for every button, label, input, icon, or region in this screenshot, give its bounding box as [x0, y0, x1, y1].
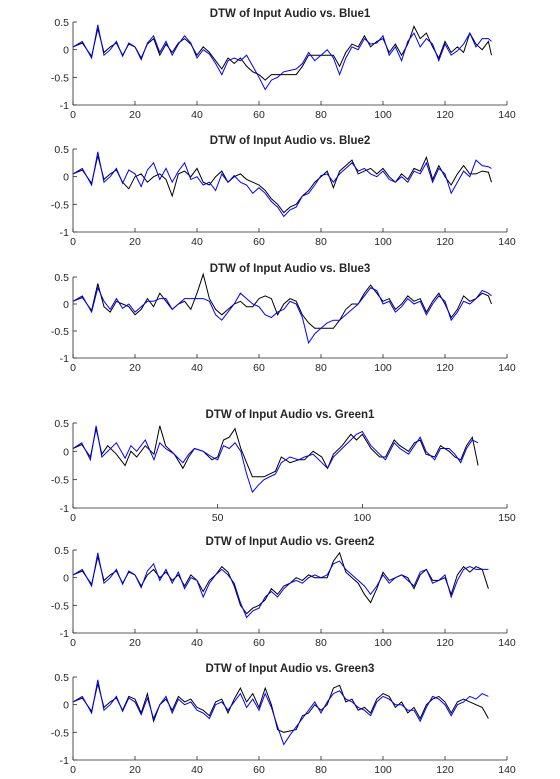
x-tick-label: 80 — [315, 764, 327, 776]
y-tick-label: 0.5 — [54, 272, 69, 284]
y-tick-label: -1 — [60, 755, 69, 767]
x-tick-label: 100 — [374, 637, 392, 649]
series-line-blue — [72, 151, 492, 218]
x-tick-label: 60 — [253, 637, 265, 649]
subplot-title: DTW of Input Audio vs. Blue2 — [210, 135, 371, 147]
series-line-blue — [72, 679, 489, 746]
y-tick-label: -1 — [60, 353, 69, 365]
series-line-black — [72, 683, 489, 733]
x-tick-label: 100 — [374, 236, 392, 248]
y-tick-label: 0.5 — [54, 672, 69, 684]
y-tick-label: 0 — [63, 172, 69, 184]
x-tick-label: 20 — [129, 109, 141, 121]
x-tick-label: 120 — [436, 637, 454, 649]
subplot-title: DTW of Input Audio vs. Green1 — [206, 409, 375, 421]
x-tick-label: 100 — [374, 764, 392, 776]
x-tick-label: 100 — [374, 109, 392, 121]
x-tick-label: 60 — [253, 764, 265, 776]
x-tick-label: 100 — [374, 362, 392, 374]
x-tick-label: 20 — [129, 637, 141, 649]
x-tick-label: 80 — [315, 236, 327, 248]
subplot-title: DTW of Input Audio vs. Blue1 — [210, 8, 371, 20]
x-tick-label: 140 — [498, 637, 516, 649]
y-tick-label: 0.5 — [54, 144, 69, 156]
series-line-blue — [72, 425, 479, 494]
x-tick-label: 0 — [70, 236, 76, 248]
y-tick-label: 0 — [63, 573, 69, 585]
subplot-title: DTW of Input Audio vs. Green3 — [206, 663, 375, 675]
y-tick-label: -0.5 — [51, 475, 69, 487]
series-line-black — [72, 425, 479, 478]
x-tick-label: 140 — [498, 109, 516, 121]
y-tick-label: -0.5 — [51, 727, 69, 739]
x-tick-label: 60 — [253, 109, 265, 121]
subplot-title: DTW of Input Audio vs. Blue3 — [210, 263, 371, 275]
y-tick-label: -0.5 — [51, 600, 69, 612]
y-tick-label: -1 — [60, 227, 69, 239]
y-tick-label: 0 — [63, 700, 69, 712]
series-line-black — [72, 272, 492, 329]
y-tick-label: 0 — [63, 299, 69, 311]
series-line-blue — [72, 24, 492, 91]
y-tick-label: 0 — [63, 446, 69, 458]
x-tick-label: 40 — [191, 362, 203, 374]
subplot-4: DTW of Input Audio vs. Green1 0 50 100 150 0.… — [51, 409, 516, 524]
x-tick-label: 60 — [253, 362, 265, 374]
x-tick-label: 50 — [212, 512, 224, 524]
x-tick-label: 60 — [253, 236, 265, 248]
series-line-black — [72, 551, 489, 615]
x-tick-label: 140 — [498, 764, 516, 776]
subplot-5: DTW of Input Audio vs. Green2 0 20 40 60 80 10… — [51, 536, 516, 649]
x-tick-label: 120 — [436, 109, 454, 121]
subplot-title: DTW of Input Audio vs. Green2 — [206, 536, 375, 548]
y-tick-label: -1 — [60, 503, 69, 515]
x-tick-label: 120 — [436, 236, 454, 248]
x-tick-label: 0 — [70, 512, 76, 524]
y-tick-label: -0.5 — [51, 326, 69, 338]
x-tick-label: 0 — [70, 109, 76, 121]
x-tick-label: 80 — [315, 637, 327, 649]
y-tick-label: -0.5 — [51, 72, 69, 84]
y-tick-label: 0.5 — [54, 418, 69, 430]
x-tick-label: 40 — [191, 236, 203, 248]
subplot-6: DTW of Input Audio vs. Green3 0 20 40 60 80 10… — [51, 663, 516, 776]
subplot-3: DTW of Input Audio vs. Blue3 0 20 40 60 80 100… — [51, 263, 516, 374]
subplot-1: DTW of Input Audio vs. Blue1 0 20 40 60 80 100… — [51, 8, 516, 121]
y-tick-label: 0.5 — [54, 17, 69, 29]
x-tick-label: 140 — [498, 362, 516, 374]
y-tick-label: -1 — [60, 100, 69, 112]
x-tick-label: 0 — [70, 362, 76, 374]
y-tick-label: -0.5 — [51, 199, 69, 211]
x-tick-label: 120 — [436, 764, 454, 776]
x-tick-label: 80 — [315, 109, 327, 121]
series-line-blue — [72, 552, 489, 619]
x-tick-label: 40 — [191, 109, 203, 121]
series-line-blue — [72, 286, 492, 345]
x-tick-label: 150 — [498, 512, 516, 524]
x-tick-label: 40 — [191, 764, 203, 776]
x-tick-label: 0 — [70, 637, 76, 649]
x-tick-label: 80 — [315, 362, 327, 374]
x-tick-label: 140 — [498, 236, 516, 248]
x-tick-label: 120 — [436, 362, 454, 374]
x-tick-label: 100 — [354, 512, 372, 524]
x-tick-label: 40 — [191, 637, 203, 649]
y-tick-label: 0 — [63, 45, 69, 57]
x-tick-label: 20 — [129, 764, 141, 776]
x-tick-label: 0 — [70, 764, 76, 776]
series-line-black — [72, 155, 492, 214]
subplot-2: DTW of Input Audio vs. Blue2 0 20 40 60 80 100… — [51, 135, 516, 248]
y-tick-label: -1 — [60, 628, 69, 640]
x-tick-label: 20 — [129, 362, 141, 374]
y-tick-label: 0.5 — [54, 545, 69, 557]
series-line-black — [72, 25, 492, 81]
x-tick-label: 20 — [129, 236, 141, 248]
